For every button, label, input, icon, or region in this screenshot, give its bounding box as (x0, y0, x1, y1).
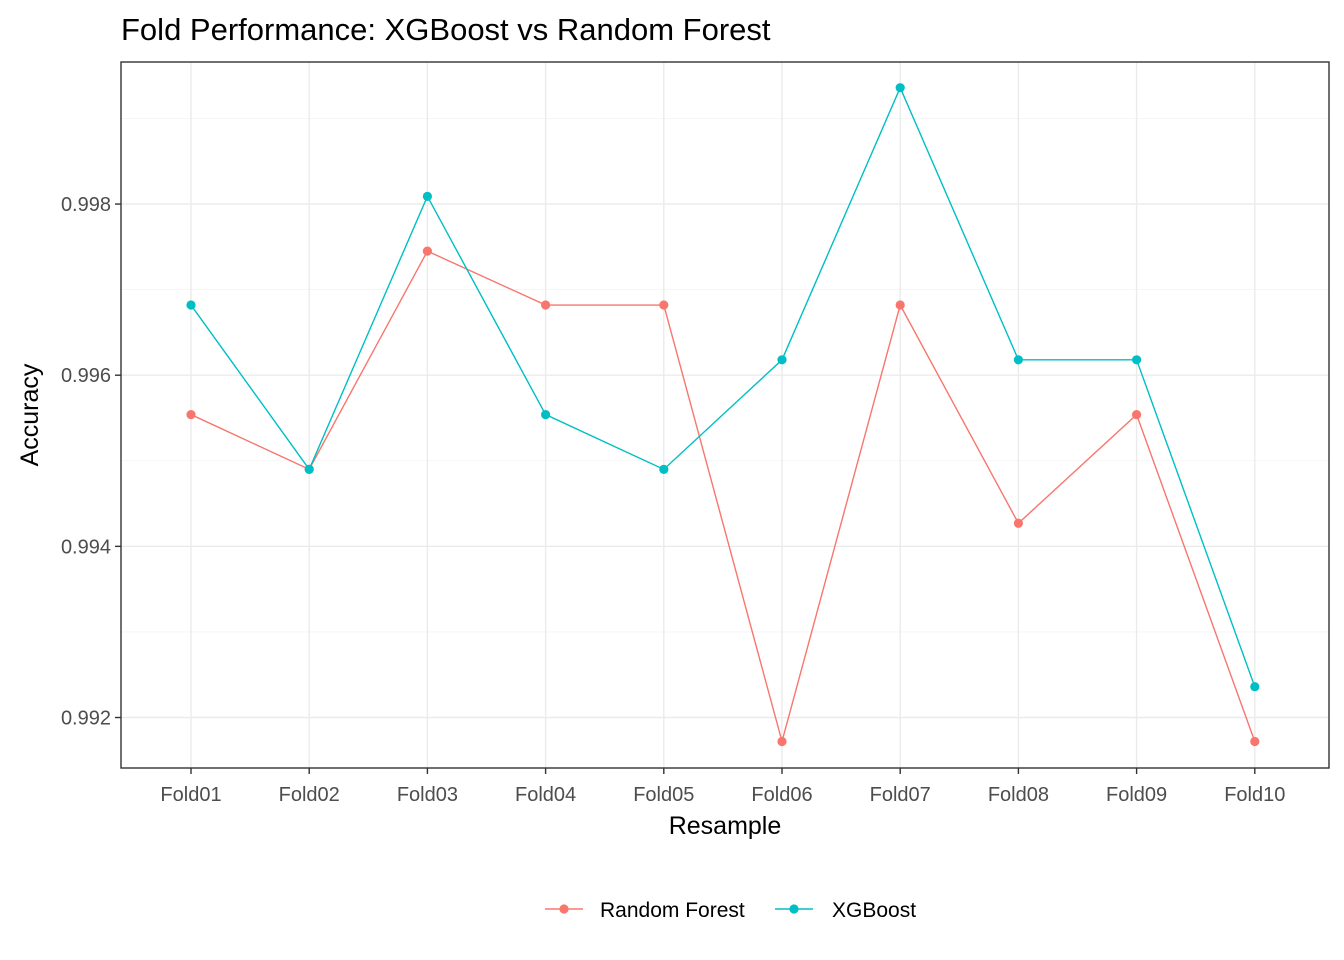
legend-key-point (559, 904, 569, 914)
legend: Random Forest XGBoost (545, 899, 916, 922)
data-point-xgboost (895, 83, 905, 93)
panel-border (120, 61, 1330, 769)
x-tick-label: Fold08 (988, 784, 1049, 806)
legend-label: Random Forest (600, 899, 745, 922)
data-point-random-forest (895, 300, 905, 310)
y-axis: 0.992 0.994 0.996 0.998 (61, 194, 121, 730)
data-point-xgboost (659, 464, 669, 474)
data-point-xgboost (1132, 355, 1142, 365)
x-tick-label: Fold01 (160, 784, 221, 806)
data-point-random-forest (777, 736, 787, 747)
data-point-random-forest (1250, 736, 1260, 747)
y-tick-label: 0.992 (61, 708, 111, 730)
y-axis-title: Accuracy (16, 363, 44, 466)
data-point-random-forest (541, 300, 551, 310)
data-point-xgboost (1250, 682, 1260, 692)
x-axis: Fold01 Fold02 Fold03 Fold04 Fold05 Fold06 Fold… (160, 768, 1285, 806)
x-axis-title: Resample (669, 812, 782, 840)
data-point-random-forest (1132, 409, 1142, 420)
data-point-xgboost (422, 191, 432, 201)
y-tick-label: 0.994 (61, 536, 111, 558)
x-tick-label: Fold04 (515, 784, 576, 806)
series-line-random-forest (190, 250, 1256, 745)
data-point-random-forest (422, 246, 432, 256)
legend-label: XGBoost (832, 899, 916, 922)
x-tick-label: Fold02 (279, 784, 340, 806)
data-point-random-forest (186, 409, 196, 420)
x-tick-label: Fold10 (1224, 784, 1285, 806)
data-point-xgboost (1013, 355, 1024, 365)
data-point-random-forest (1013, 518, 1024, 528)
x-tick-label: Fold09 (1106, 784, 1167, 806)
minor-gridlines (121, 118, 1329, 633)
data-point-random-forest (659, 300, 669, 310)
data-point-xgboost (304, 464, 314, 474)
major-gridlines (121, 62, 1329, 768)
legend-key-point (789, 904, 799, 914)
x-tick-label: Fold03 (397, 784, 458, 806)
y-tick-label: 0.996 (61, 365, 111, 387)
x-tick-label: Fold06 (751, 784, 812, 806)
legend-item: XGBoost (775, 899, 916, 922)
y-tick-label: 0.998 (61, 194, 111, 216)
x-tick-label: Fold05 (633, 784, 694, 806)
data-point-xgboost (777, 355, 787, 365)
legend-item: Random Forest (545, 899, 745, 922)
data-point-xgboost (186, 300, 196, 310)
chart-title: Fold Performance: XGBoost vs Random Fore… (121, 12, 771, 47)
data-point-xgboost (541, 409, 551, 420)
series-line-xgboost (190, 85, 1256, 687)
series-layer (186, 83, 1260, 747)
x-tick-label: Fold07 (870, 784, 931, 806)
